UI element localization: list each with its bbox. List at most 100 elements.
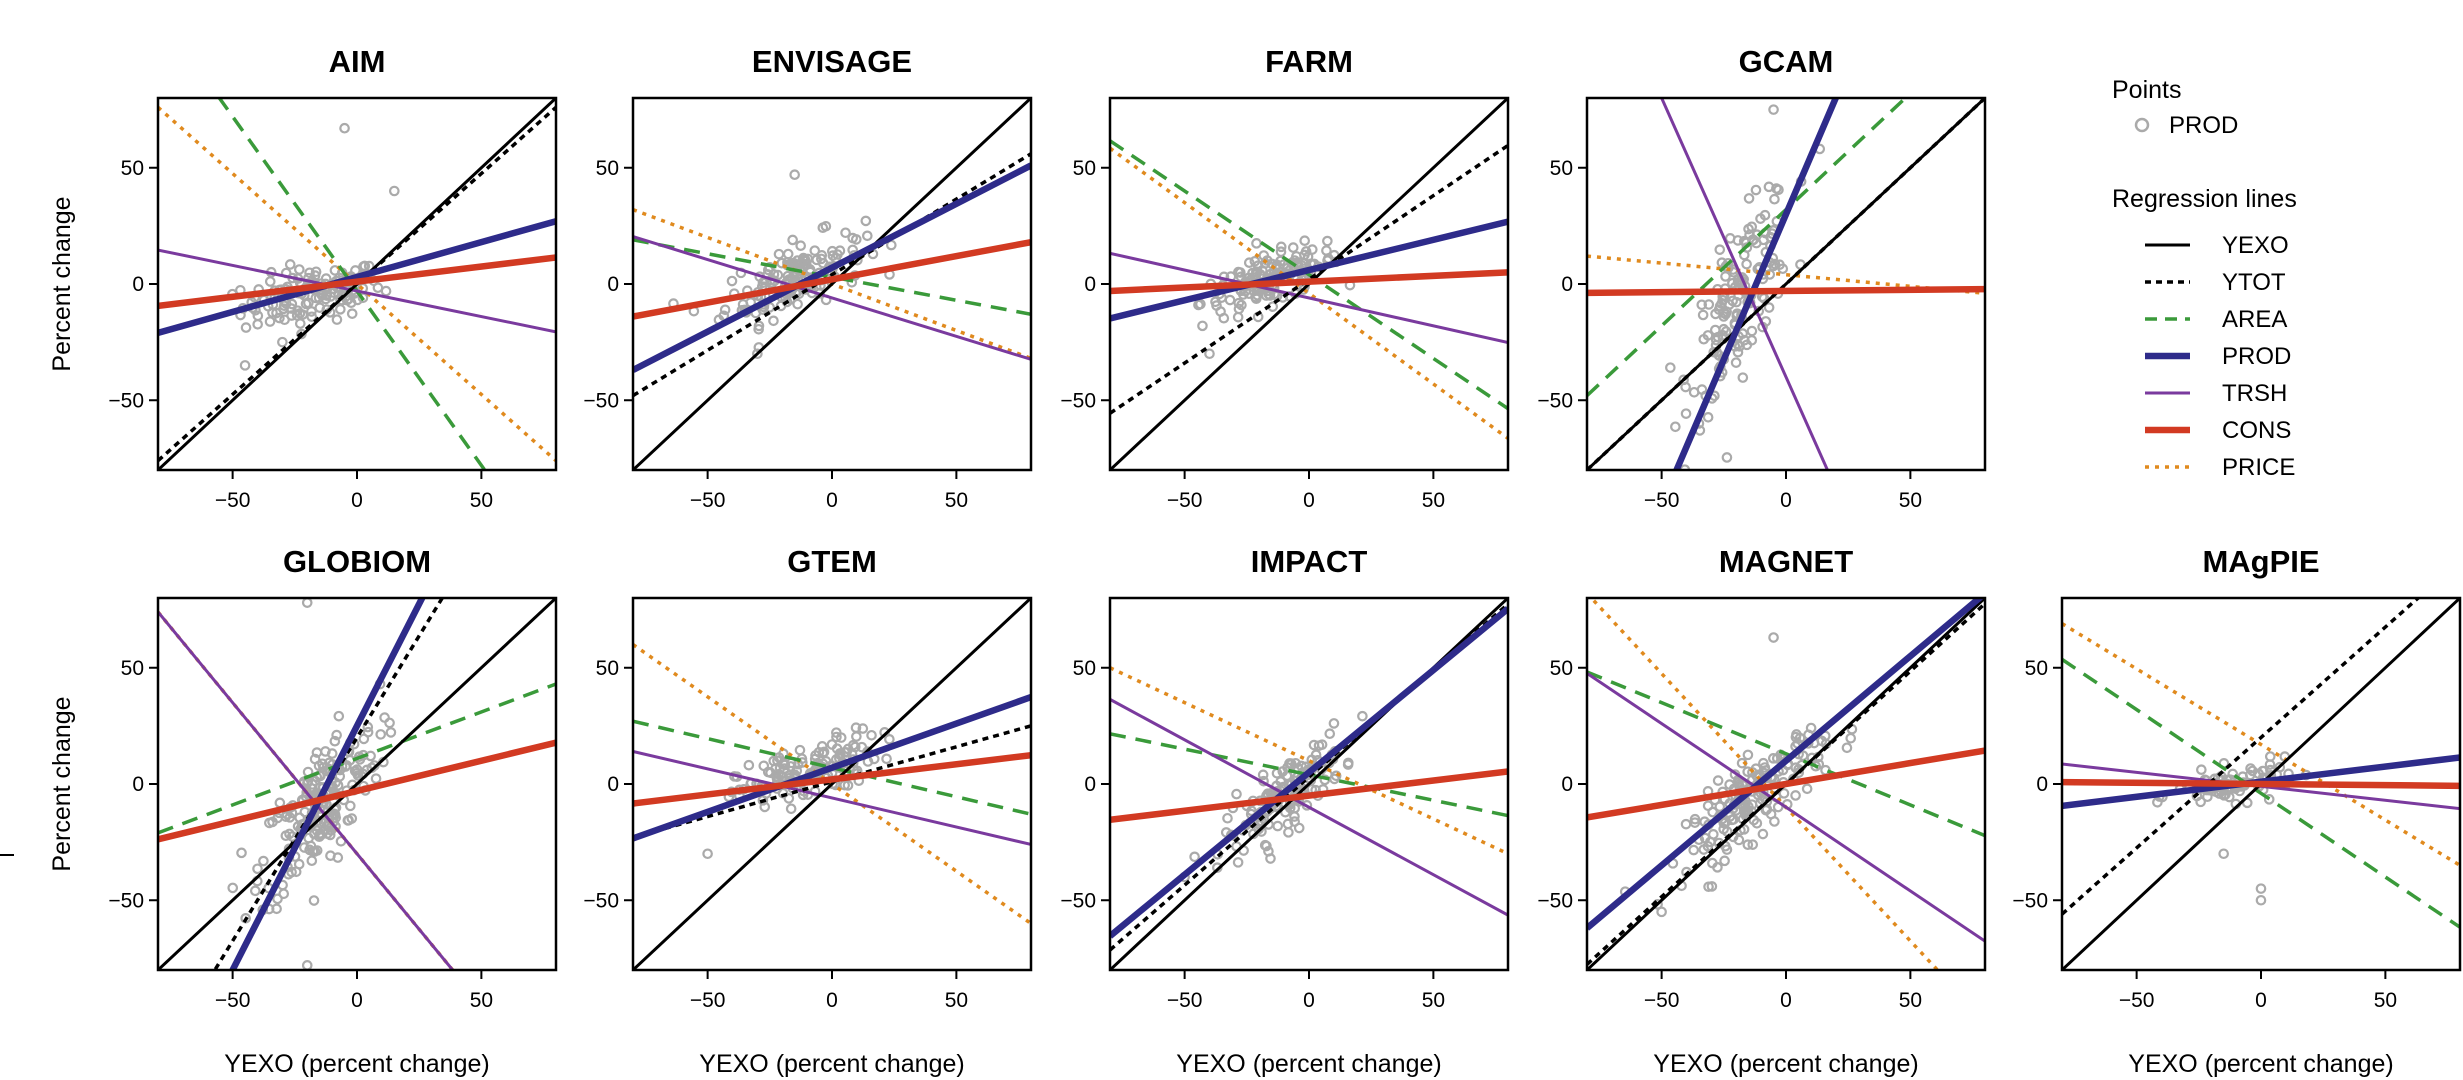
x-tick-label: 0 <box>1303 989 1315 1012</box>
data-point <box>331 314 343 325</box>
data-point <box>862 230 873 242</box>
data-point <box>1697 309 1709 321</box>
legend-line-label: CONS <box>2222 417 2291 444</box>
y-tick-label: 0 <box>132 773 144 796</box>
data-point <box>303 297 314 309</box>
data-point <box>1845 732 1857 744</box>
data-point <box>1712 331 1724 343</box>
data-point <box>1801 783 1813 795</box>
regression-line-prod <box>158 218 556 336</box>
data-point <box>2196 764 2207 775</box>
data-point <box>1289 802 1300 814</box>
regression-line-prod <box>633 162 1031 373</box>
x-tick-label: 0 <box>826 489 838 512</box>
data-point <box>1719 855 1730 867</box>
data-point <box>1257 769 1269 781</box>
data-point <box>1328 718 1340 729</box>
data-point <box>791 765 803 777</box>
data-point <box>1342 759 1354 770</box>
panel-title: AIM <box>329 44 386 79</box>
data-point <box>785 803 797 815</box>
data-point <box>782 248 794 260</box>
y-tick-label: −50 <box>1537 889 1573 912</box>
data-point <box>304 267 315 279</box>
data-point <box>280 830 292 842</box>
data-point <box>1742 749 1754 761</box>
regression-line-area <box>2062 657 2460 929</box>
data-point <box>325 825 337 836</box>
regression-line-trsh <box>158 610 455 970</box>
data-point <box>782 270 794 282</box>
data-point <box>1688 844 1699 856</box>
x-tick-label: −50 <box>1644 989 1680 1012</box>
legend-lines-title: Regression lines <box>2112 185 2297 213</box>
data-point <box>379 712 390 723</box>
x-tick-label: −50 <box>215 489 251 512</box>
data-point <box>1720 271 1731 282</box>
data-point <box>309 828 320 840</box>
data-point <box>309 270 321 281</box>
data-point <box>1224 294 1236 306</box>
data-point <box>2255 894 2267 906</box>
y-tick-label: 50 <box>1073 157 1096 180</box>
data-point <box>1231 788 1242 800</box>
data-point <box>294 264 305 275</box>
y-tick-label: 50 <box>121 157 144 180</box>
data-point <box>1730 357 1742 368</box>
data-point <box>1747 839 1759 850</box>
regression-line-cons <box>1110 768 1508 824</box>
data-point <box>794 744 806 756</box>
data-point <box>267 307 278 318</box>
x-tick-label: 50 <box>470 989 493 1012</box>
data-point <box>752 348 763 360</box>
data-point <box>1708 346 1720 358</box>
regression-line-area <box>1110 139 1508 411</box>
x-tick-label: 0 <box>1780 989 1792 1012</box>
data-point <box>1741 258 1752 270</box>
regression-line-trsh <box>633 235 1031 361</box>
regression-line-prod <box>1587 598 1985 931</box>
scatter-points <box>2152 751 2312 906</box>
data-point <box>743 759 755 771</box>
data-point <box>227 882 239 894</box>
data-point <box>884 734 895 745</box>
regression-line-ytot <box>2062 598 2421 916</box>
data-point <box>1742 839 1754 850</box>
data-point <box>1321 245 1332 256</box>
data-point <box>1706 881 1718 892</box>
data-point <box>1277 766 1289 777</box>
data-point <box>339 122 350 134</box>
y-tick-label: −50 <box>1060 389 1096 412</box>
data-point <box>1689 817 1701 828</box>
data-point <box>1670 421 1681 433</box>
data-point <box>375 729 387 740</box>
y-tick-label: −50 <box>1060 889 1096 912</box>
data-point <box>772 755 783 766</box>
data-point <box>309 753 321 765</box>
regression-line-price <box>1110 666 1508 856</box>
data-point <box>1322 235 1333 247</box>
data-point <box>792 298 803 310</box>
regression-line-trsh <box>1587 672 1985 943</box>
panel-gtem: GTEM −50 0 50 −50 0 50 YEXO (percent change) <box>583 544 1033 1078</box>
regression-line-yexo <box>633 98 1031 470</box>
data-point <box>1797 750 1809 761</box>
data-point <box>827 245 838 257</box>
data-point <box>1357 710 1368 722</box>
data-point <box>1283 827 1294 838</box>
data-point <box>787 234 798 246</box>
data-point <box>773 248 785 260</box>
regression-line-cons <box>1587 747 1985 821</box>
data-point <box>2227 768 2239 780</box>
data-point <box>1289 816 1300 827</box>
data-point <box>309 775 321 787</box>
data-point <box>1233 266 1244 278</box>
data-point <box>278 888 290 900</box>
data-point <box>1263 845 1274 857</box>
data-point <box>1768 632 1779 643</box>
data-point <box>1751 817 1763 829</box>
data-point <box>1275 241 1287 253</box>
regression-line-price <box>1110 146 1508 440</box>
data-point <box>1763 181 1775 193</box>
y-tick-label: 0 <box>132 273 144 296</box>
